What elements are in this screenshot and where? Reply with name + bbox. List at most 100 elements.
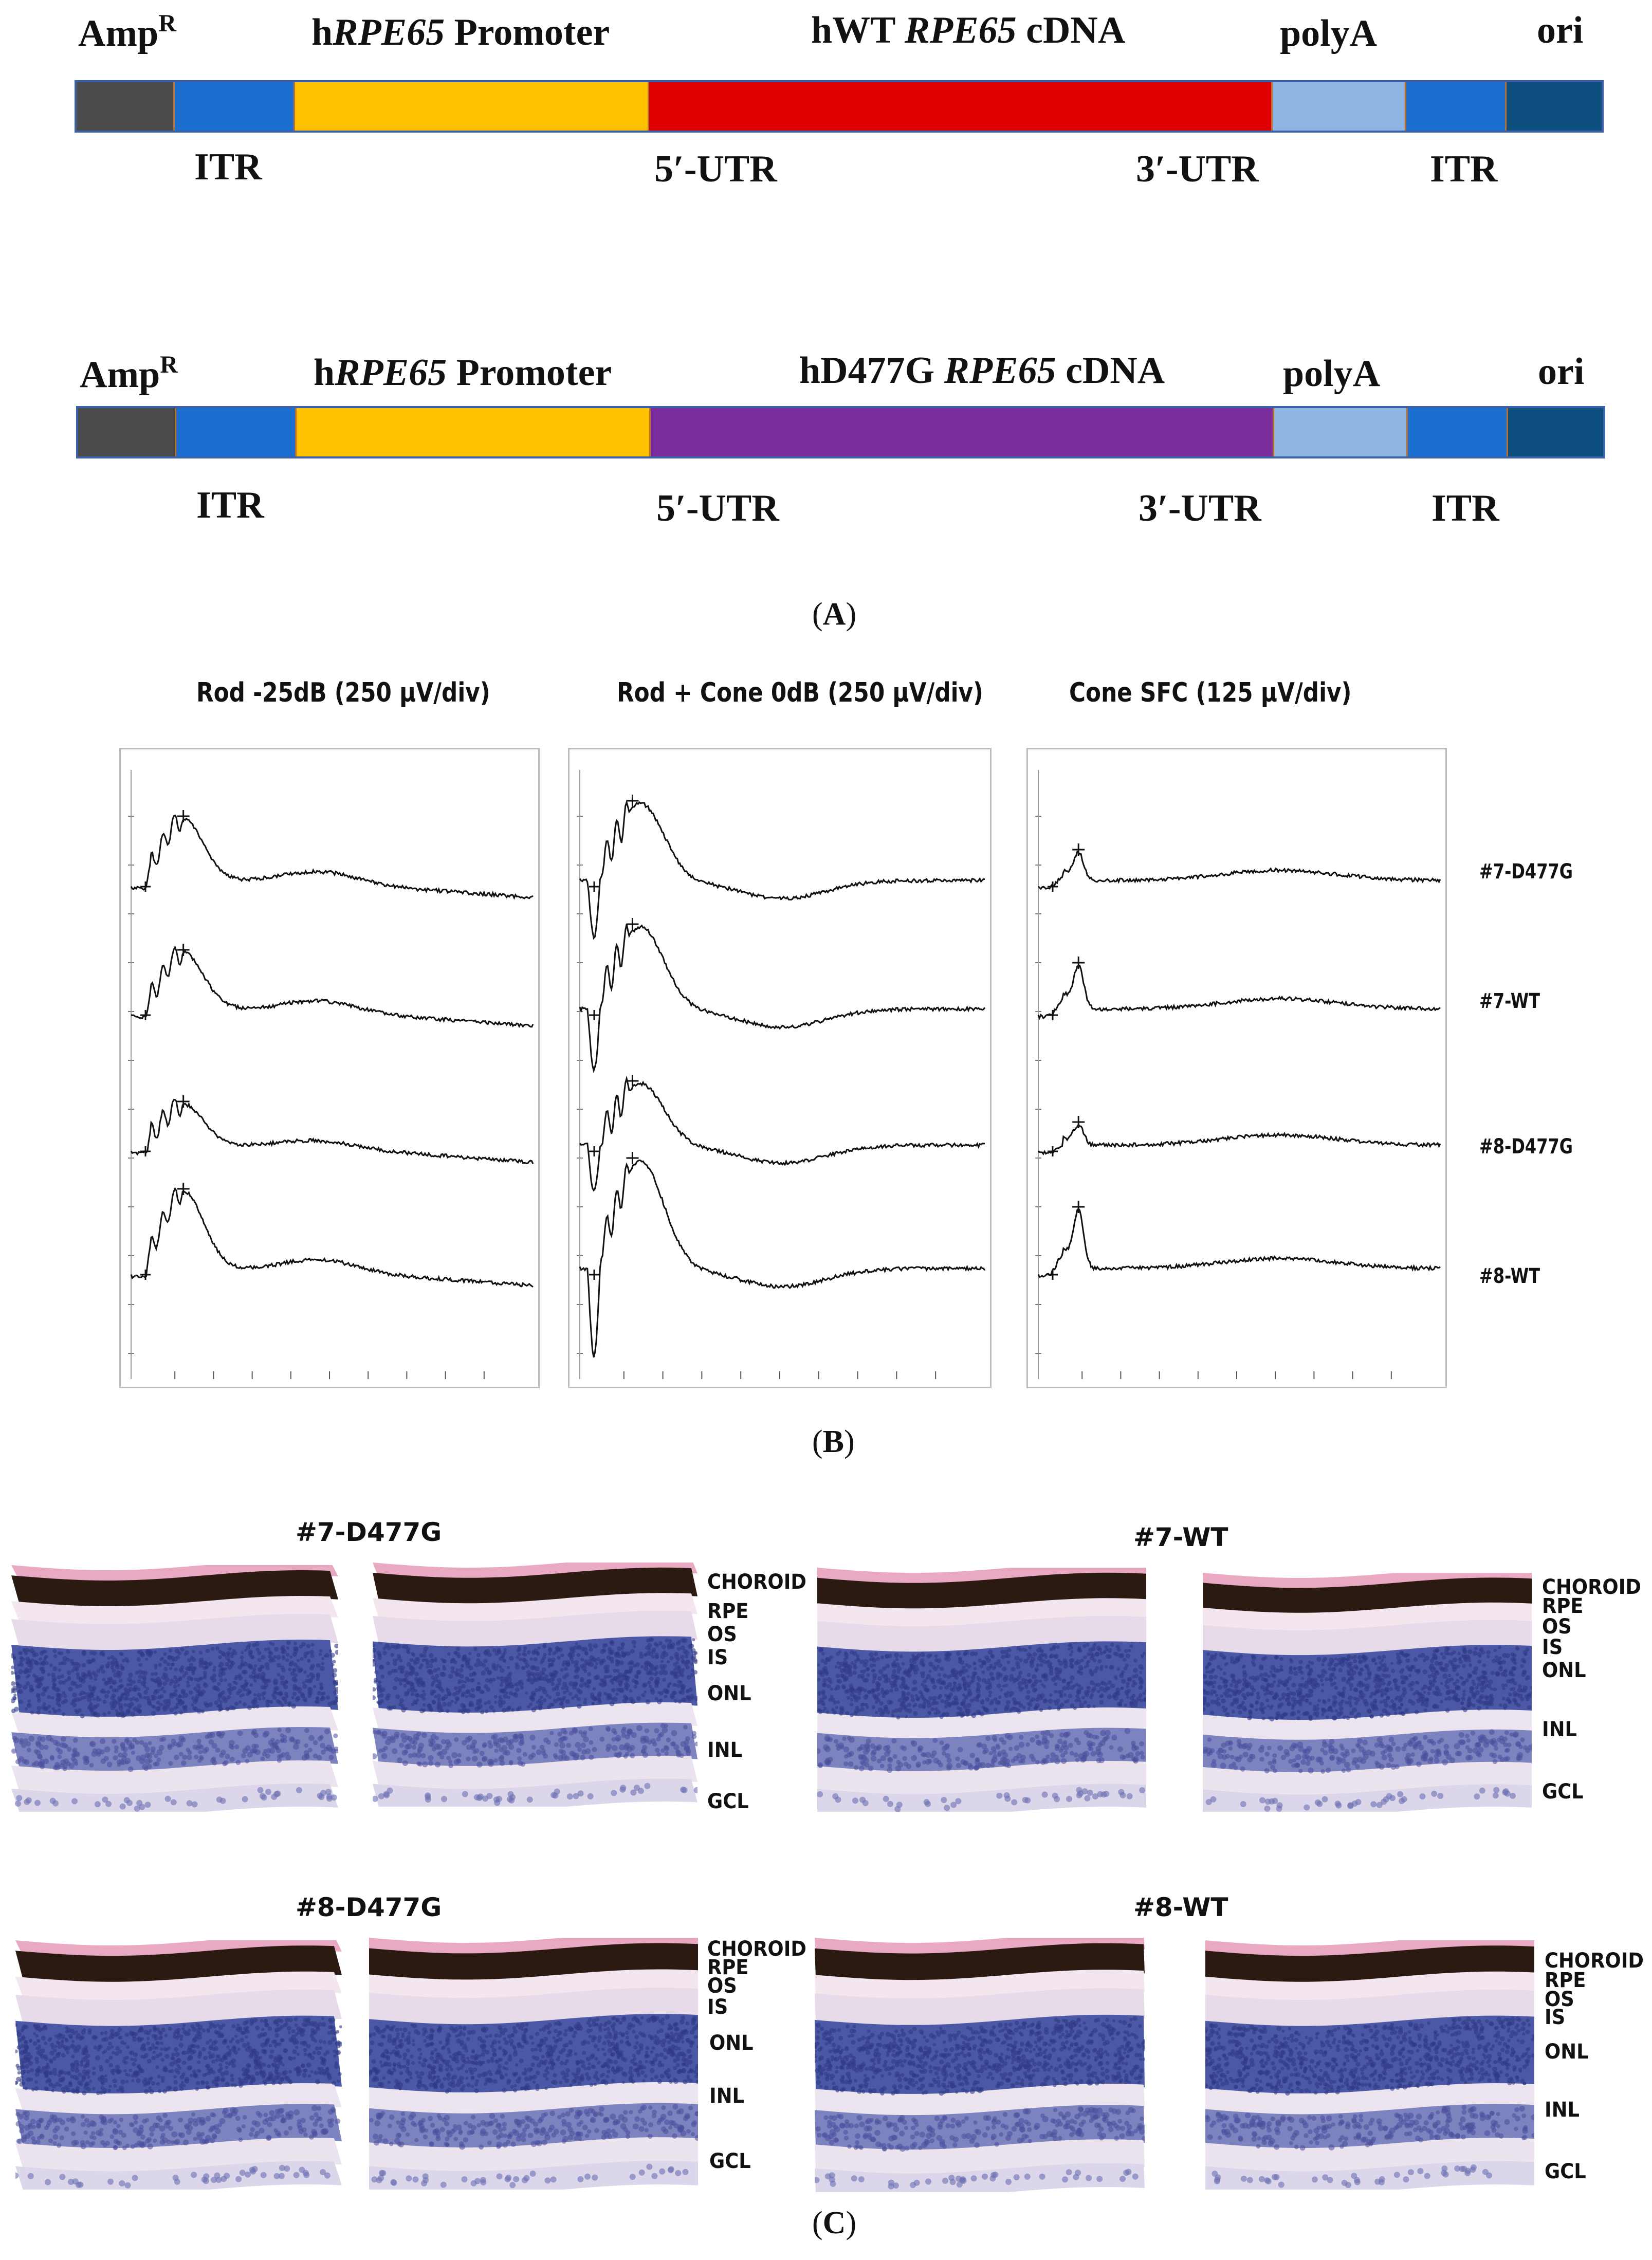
nucleus-dot bbox=[480, 1710, 485, 1715]
nucleus-dot bbox=[262, 1732, 268, 1738]
nucleus-dot bbox=[142, 1677, 146, 1681]
nucleus-dot bbox=[907, 1668, 912, 1673]
nucleus-dot bbox=[120, 1746, 126, 1751]
nucleus-dot bbox=[1036, 1740, 1042, 1746]
nucleus-dot bbox=[1256, 1692, 1260, 1696]
nucleus-dot bbox=[658, 1691, 664, 1696]
nucleus-dot bbox=[72, 1702, 77, 1707]
nucleus-dot bbox=[420, 1753, 426, 1758]
nucleus-dot bbox=[873, 1745, 879, 1751]
nucleus-dot bbox=[1490, 1687, 1494, 1691]
nucleus-dot bbox=[1298, 1660, 1303, 1664]
nucleus-dot bbox=[428, 1669, 432, 1674]
nucleus-dot bbox=[1032, 1652, 1037, 1657]
nucleus-dot bbox=[1396, 1652, 1400, 1657]
nucleus-dot bbox=[1447, 1696, 1452, 1701]
nucleus-dot bbox=[1341, 1768, 1346, 1773]
nucleus-dot bbox=[252, 1667, 256, 1671]
nucleus-dot bbox=[644, 1653, 648, 1657]
nucleus-dot bbox=[545, 1678, 549, 1682]
nucleus-dot bbox=[1025, 1742, 1030, 1747]
nucleus-dot bbox=[434, 1761, 441, 1768]
nucleus-dot bbox=[261, 1794, 267, 1801]
nucleus-dot bbox=[1499, 1757, 1505, 1762]
nucleus-dot bbox=[245, 1759, 250, 1763]
nucleus-dot bbox=[178, 1752, 183, 1757]
nucleus-dot bbox=[291, 1676, 297, 1682]
nucleus-dot bbox=[61, 1742, 67, 1749]
nucleus-dot bbox=[1097, 1659, 1102, 1664]
nucleus-dot bbox=[493, 1695, 498, 1699]
nucleus-dot bbox=[960, 1714, 964, 1718]
nucleus-dot bbox=[461, 1664, 465, 1668]
nucleus-dot bbox=[1291, 1742, 1297, 1749]
nucleus-dot bbox=[674, 1683, 677, 1687]
nucleus-dot bbox=[273, 1646, 279, 1652]
nucleus-dot bbox=[155, 1688, 160, 1694]
nucleus-dot bbox=[625, 1734, 630, 1740]
nucleus-dot bbox=[1107, 1694, 1112, 1700]
nucleus-dot bbox=[1234, 1700, 1239, 1704]
nucleus-dot bbox=[288, 1662, 293, 1667]
nucleus-dot bbox=[319, 1682, 323, 1686]
nucleus-dot bbox=[1376, 1802, 1383, 1808]
nucleus-dot bbox=[437, 1701, 441, 1705]
nucleus-dot bbox=[837, 1665, 841, 1669]
nucleus-dot bbox=[933, 1712, 938, 1715]
nucleus-dot bbox=[1501, 1697, 1506, 1701]
nucleus-dot bbox=[868, 1766, 874, 1771]
nucleus-dot bbox=[158, 1663, 162, 1667]
nucleus-dot bbox=[446, 1741, 452, 1748]
nucleus-dot bbox=[1320, 1689, 1324, 1693]
nucleus-dot bbox=[1449, 1677, 1454, 1682]
nucleus-dot bbox=[1305, 1698, 1308, 1702]
nucleus-dot bbox=[163, 1673, 169, 1678]
nucleus-dot bbox=[213, 1665, 216, 1669]
nucleus-dot bbox=[1317, 1674, 1321, 1678]
nucleus-dot bbox=[482, 1742, 488, 1748]
nucleus-dot bbox=[1126, 1684, 1129, 1688]
nucleus-dot bbox=[544, 1674, 548, 1679]
promoter-segment bbox=[297, 408, 651, 456]
gcl-band bbox=[11, 1784, 338, 1812]
nucleus-dot bbox=[903, 1761, 909, 1767]
nucleus-dot bbox=[956, 1651, 961, 1656]
nucleus-dot bbox=[1124, 1728, 1131, 1734]
nucleus-dot bbox=[1422, 1684, 1427, 1689]
nucleus-dot bbox=[1035, 1759, 1040, 1765]
itr-right-label-1: ITR bbox=[1430, 148, 1498, 190]
nucleus-dot bbox=[231, 1661, 235, 1666]
nucleus-dot bbox=[1056, 1645, 1060, 1649]
nucleus-dot bbox=[474, 1706, 480, 1712]
nucleus-dot bbox=[1240, 1801, 1246, 1807]
nucleus-dot bbox=[966, 1681, 971, 1687]
nucleus-dot bbox=[335, 1681, 338, 1686]
nucleus-dot bbox=[1243, 1696, 1247, 1700]
nucleus-dot bbox=[930, 1754, 935, 1759]
nucleus-dot bbox=[199, 1755, 204, 1760]
nucleus-dot bbox=[899, 1654, 903, 1659]
nucleus-dot bbox=[1326, 1708, 1330, 1712]
nucleus-dot bbox=[960, 1759, 966, 1765]
nucleus-dot bbox=[1002, 1684, 1005, 1688]
nucleus-dot bbox=[1320, 1713, 1325, 1717]
nucleus-dot bbox=[1012, 1677, 1016, 1681]
nucleus-dot bbox=[1206, 1752, 1211, 1757]
nucleus-dot bbox=[196, 1677, 201, 1682]
nucleus-dot bbox=[1395, 1746, 1401, 1752]
nucleus-dot bbox=[405, 1670, 409, 1675]
nucleus-dot bbox=[902, 1705, 906, 1710]
nucleus-dot bbox=[883, 1704, 888, 1710]
nucleus-dot bbox=[883, 1795, 889, 1802]
nucleus-dot bbox=[145, 1657, 149, 1661]
nucleus-dot bbox=[529, 1657, 533, 1661]
nucleus-dot bbox=[465, 1676, 469, 1681]
nucleus-dot bbox=[49, 1756, 55, 1761]
nucleus-dot bbox=[269, 1656, 274, 1661]
nucleus-dot bbox=[607, 1693, 612, 1698]
nucleus-dot bbox=[106, 1661, 111, 1665]
nucleus-dot bbox=[561, 1686, 565, 1691]
nucleus-dot bbox=[673, 1744, 680, 1750]
nucleus-dot bbox=[639, 1651, 643, 1656]
nucleus-dot bbox=[470, 1743, 476, 1749]
